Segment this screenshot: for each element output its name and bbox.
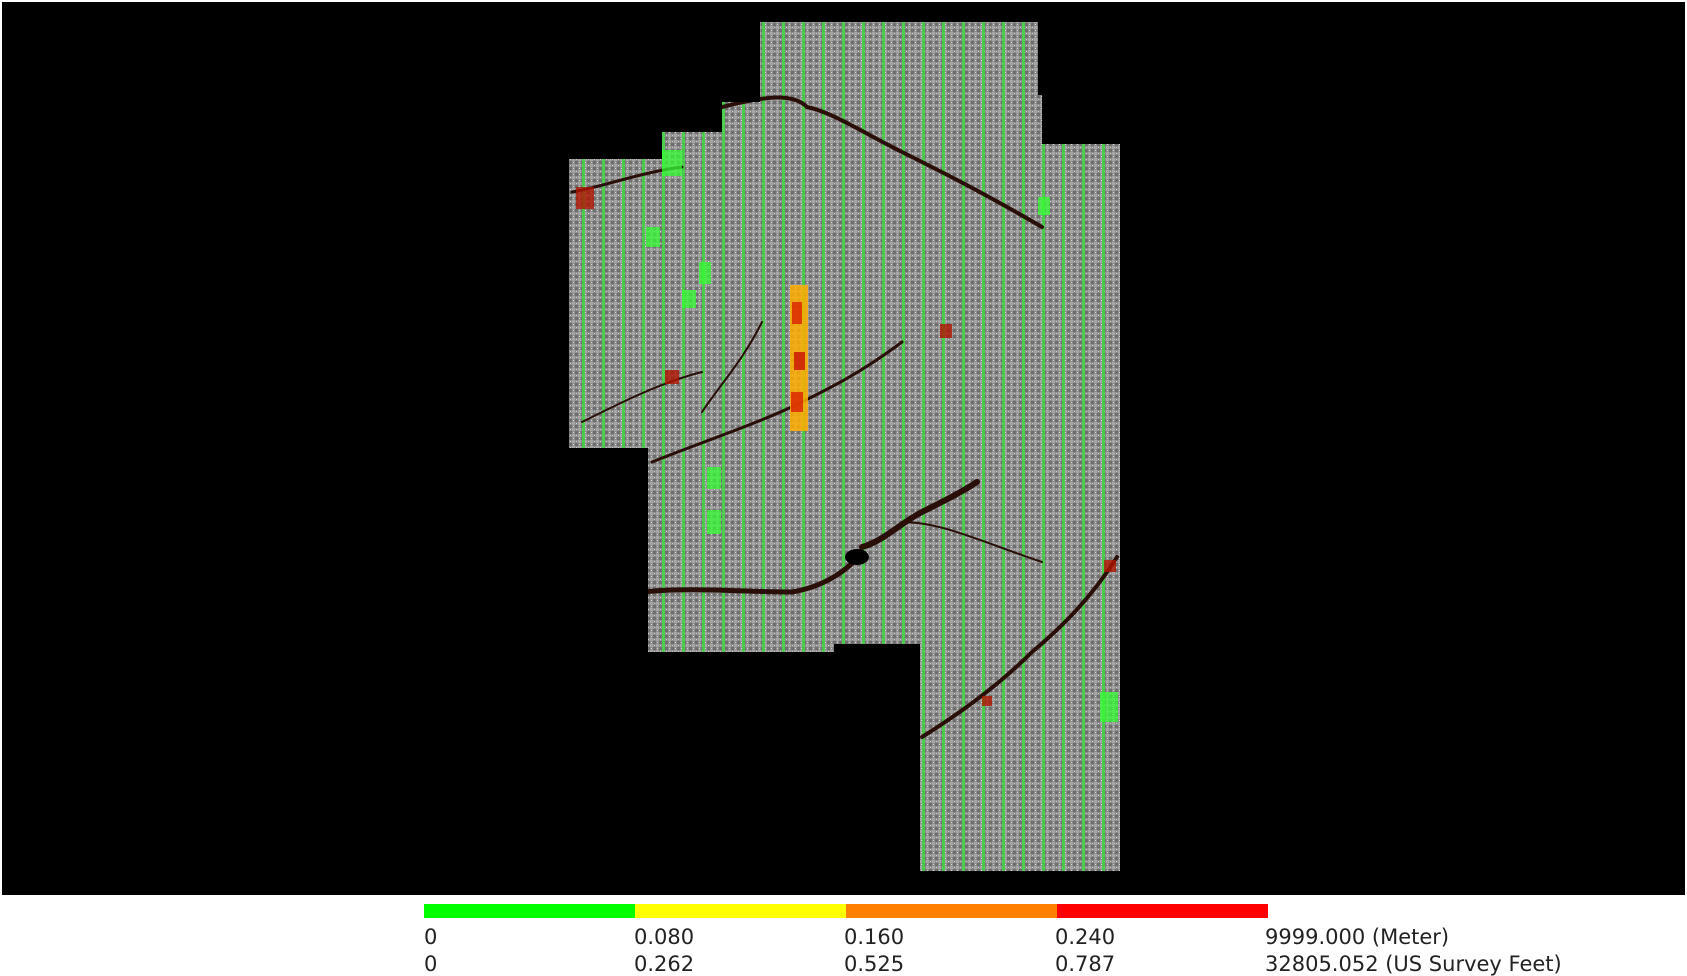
- legend-swatch: [635, 904, 846, 918]
- raster-map: [569, 22, 1120, 871]
- legend-swatch: [846, 904, 1057, 918]
- legend-feet-label: 0.787: [1055, 952, 1116, 976]
- legend: 0 0.080 0.160 0.240 9999.000 (Meter) 0 0…: [0, 895, 1687, 976]
- legend-meter-label: 0: [424, 925, 438, 949]
- map-panel: [2, 2, 1685, 895]
- legend-meter-label: 0.080: [634, 925, 695, 949]
- legend-meter-label: 0.240: [1055, 925, 1116, 949]
- legend-swatch: [1057, 904, 1268, 918]
- legend-meter-label: 0.160: [844, 925, 905, 949]
- legend-feet-label: 0.525: [844, 952, 905, 976]
- legend-feet-max-label: 32805.052 (US Survey Feet): [1265, 952, 1562, 976]
- lidar-coverage-area: [569, 22, 1120, 871]
- high-error-patches: [576, 187, 1116, 706]
- legend-feet-label: 0.262: [634, 952, 695, 976]
- drainage-features: [570, 95, 1119, 739]
- legend-swatch: [424, 904, 635, 918]
- legend-meter-max-label: 9999.000 (Meter): [1265, 925, 1450, 949]
- reservoir: [845, 549, 869, 565]
- low-error-patches: [646, 150, 1118, 722]
- legend-feet-label: 0: [424, 952, 438, 976]
- high-error-strip: [790, 285, 808, 431]
